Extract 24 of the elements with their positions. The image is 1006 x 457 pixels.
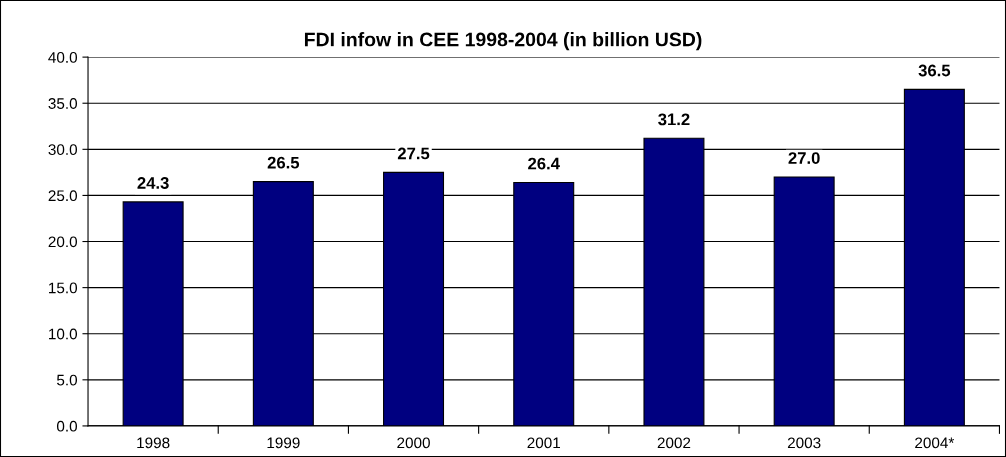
- x-tick-label: 2001: [527, 437, 560, 449]
- x-tick-label: 2004*: [915, 437, 955, 449]
- data-label: 26.4: [528, 157, 560, 170]
- data-label: 36.5: [918, 64, 951, 77]
- y-tick-label: 0.0: [56, 420, 78, 432]
- x-tick-label: 2002: [657, 437, 691, 449]
- chart-title: FDI infow in CEE 1998-2004 (in billion USD): [304, 32, 702, 51]
- y-tick-label: 20.0: [48, 236, 78, 248]
- x-tick-label: 1999: [267, 437, 300, 449]
- y-tick-label: 10.0: [49, 328, 78, 340]
- y-tick-label: 5.0: [56, 374, 78, 386]
- data-label: 27.5: [397, 147, 430, 160]
- y-tick-label: 40.0: [48, 51, 78, 63]
- x-tick-label: 1998: [137, 437, 170, 449]
- y-tick-label: 30.0: [48, 144, 78, 156]
- x-tick-label: 2000: [397, 437, 430, 449]
- y-tick-label: 35.0: [48, 98, 78, 109]
- y-tick-label: 15.0: [49, 282, 78, 294]
- x-tick-label: 2003: [787, 437, 821, 449]
- data-label: 27.0: [788, 152, 820, 164]
- data-label: 31.2: [658, 113, 690, 126]
- y-tick-label: 25.0: [48, 190, 78, 202]
- data-label: 26.5: [267, 156, 300, 169]
- data-label: 24.3: [137, 177, 169, 189]
